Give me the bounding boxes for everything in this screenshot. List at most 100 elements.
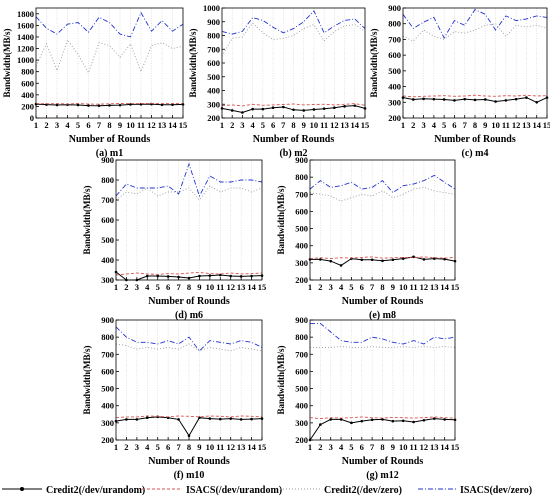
x-tick-label: 6: [360, 282, 364, 292]
series-point: [302, 109, 306, 112]
x-tick-label: 12: [420, 442, 429, 452]
series-point: [108, 104, 111, 107]
series-point: [292, 108, 295, 112]
x-tick-label: 11: [216, 282, 224, 292]
x-tick-label: 7: [97, 120, 102, 130]
x-tick-label: 14: [440, 442, 449, 452]
series-point: [463, 97, 467, 101]
series-point: [370, 258, 374, 262]
series-point: [171, 103, 174, 106]
y-tick-label: 600: [207, 58, 220, 68]
series-point: [118, 103, 122, 107]
series-point: [504, 99, 508, 102]
y-tick-label: 700: [388, 34, 401, 44]
series-point: [177, 418, 180, 421]
series-line: [402, 9, 548, 39]
x-tick-label: 3: [135, 442, 139, 452]
x-tick-label: 10: [126, 120, 135, 130]
y-axis-label: Bandwidth(MB/s): [369, 28, 379, 97]
series-line: [309, 416, 456, 420]
series-point: [525, 96, 528, 99]
series-point: [391, 419, 395, 423]
panel-caption: (d) m6: [175, 310, 203, 321]
x-tick-label: 7: [176, 442, 181, 452]
series-point: [432, 97, 436, 101]
y-tick-label: 400: [21, 90, 34, 100]
y-tick-label: 300: [295, 418, 308, 428]
series-line: [35, 11, 184, 38]
y-tick-label: 600: [295, 206, 308, 216]
x-tick-label: 9: [118, 120, 122, 130]
series-point: [381, 418, 384, 421]
x-tick-label: 11: [502, 120, 510, 130]
y-tick-label: 800: [101, 175, 114, 185]
x-tick-label: 7: [370, 442, 375, 452]
series-line: [310, 322, 456, 345]
series-point: [87, 104, 90, 107]
y-tick-label: 900: [101, 155, 114, 165]
x-tick-label: 14: [440, 282, 449, 292]
x-tick-label: 9: [391, 282, 395, 292]
x-tick-label: 3: [55, 120, 59, 130]
y-tick-label: 600: [295, 366, 308, 376]
x-tick-label: 1: [220, 120, 224, 130]
series-point: [422, 418, 426, 422]
x-tick-label: 14: [247, 442, 256, 452]
y-tick-label: 900: [295, 155, 308, 165]
series-line: [309, 418, 456, 441]
series-point: [250, 274, 253, 278]
x-tick-label: 6: [360, 442, 364, 452]
x-tick-label: 9: [302, 120, 306, 130]
x-tick-label: 9: [391, 442, 395, 452]
series-point: [97, 104, 101, 108]
series-point: [329, 259, 333, 263]
y-tick-label: 300: [207, 99, 220, 109]
legend-marker-credit2-urandom: [20, 487, 24, 491]
y-tick-label: 700: [101, 195, 114, 205]
series-point: [442, 98, 446, 101]
x-tick-label: 1: [401, 120, 405, 130]
x-tick-label: 5: [442, 120, 446, 130]
y-tick-label: 400: [388, 82, 401, 92]
series-point: [443, 418, 446, 421]
y-axis-label: Bandwidth(MB/s): [188, 28, 198, 97]
x-tick-label: 5: [261, 120, 265, 130]
series-point: [271, 106, 275, 109]
y-tick-label: 700: [101, 349, 114, 359]
x-tick-label: 2: [318, 282, 322, 292]
x-tick-label: 13: [158, 120, 167, 130]
y-tick-label: 500: [388, 66, 401, 76]
y-tick-label: 900: [101, 315, 114, 325]
x-tick-label: 4: [432, 120, 437, 130]
series-point: [535, 100, 539, 104]
y-tick-label: 600: [21, 78, 34, 88]
series-point: [145, 274, 149, 278]
y-tick-label: 800: [207, 31, 220, 41]
x-axis-label: Number of Rounds: [148, 296, 230, 307]
y-tick-label: 1800: [17, 9, 34, 19]
y-tick-label: 600: [388, 50, 401, 60]
series-line: [402, 23, 548, 42]
x-tick-label: 15: [179, 120, 188, 130]
x-tick-label: 1: [308, 282, 312, 292]
series-line: [35, 102, 184, 105]
series-point: [514, 97, 518, 101]
y-tick-label: 900: [295, 315, 308, 325]
x-tick-label: 11: [320, 120, 328, 130]
y-tick-label: 400: [101, 401, 114, 411]
y-tick-label: 700: [295, 349, 308, 359]
x-axis-label: Number of Rounds: [434, 134, 516, 145]
series-point: [339, 264, 343, 267]
series-point: [350, 421, 353, 425]
x-tick-label: 12: [226, 282, 235, 292]
series-point: [453, 99, 456, 102]
series-point: [473, 98, 477, 102]
series-point: [241, 111, 244, 114]
series-point: [401, 257, 405, 260]
x-tick-label: 10: [206, 442, 215, 452]
series-point: [360, 258, 364, 262]
x-tick-label: 5: [349, 282, 353, 292]
